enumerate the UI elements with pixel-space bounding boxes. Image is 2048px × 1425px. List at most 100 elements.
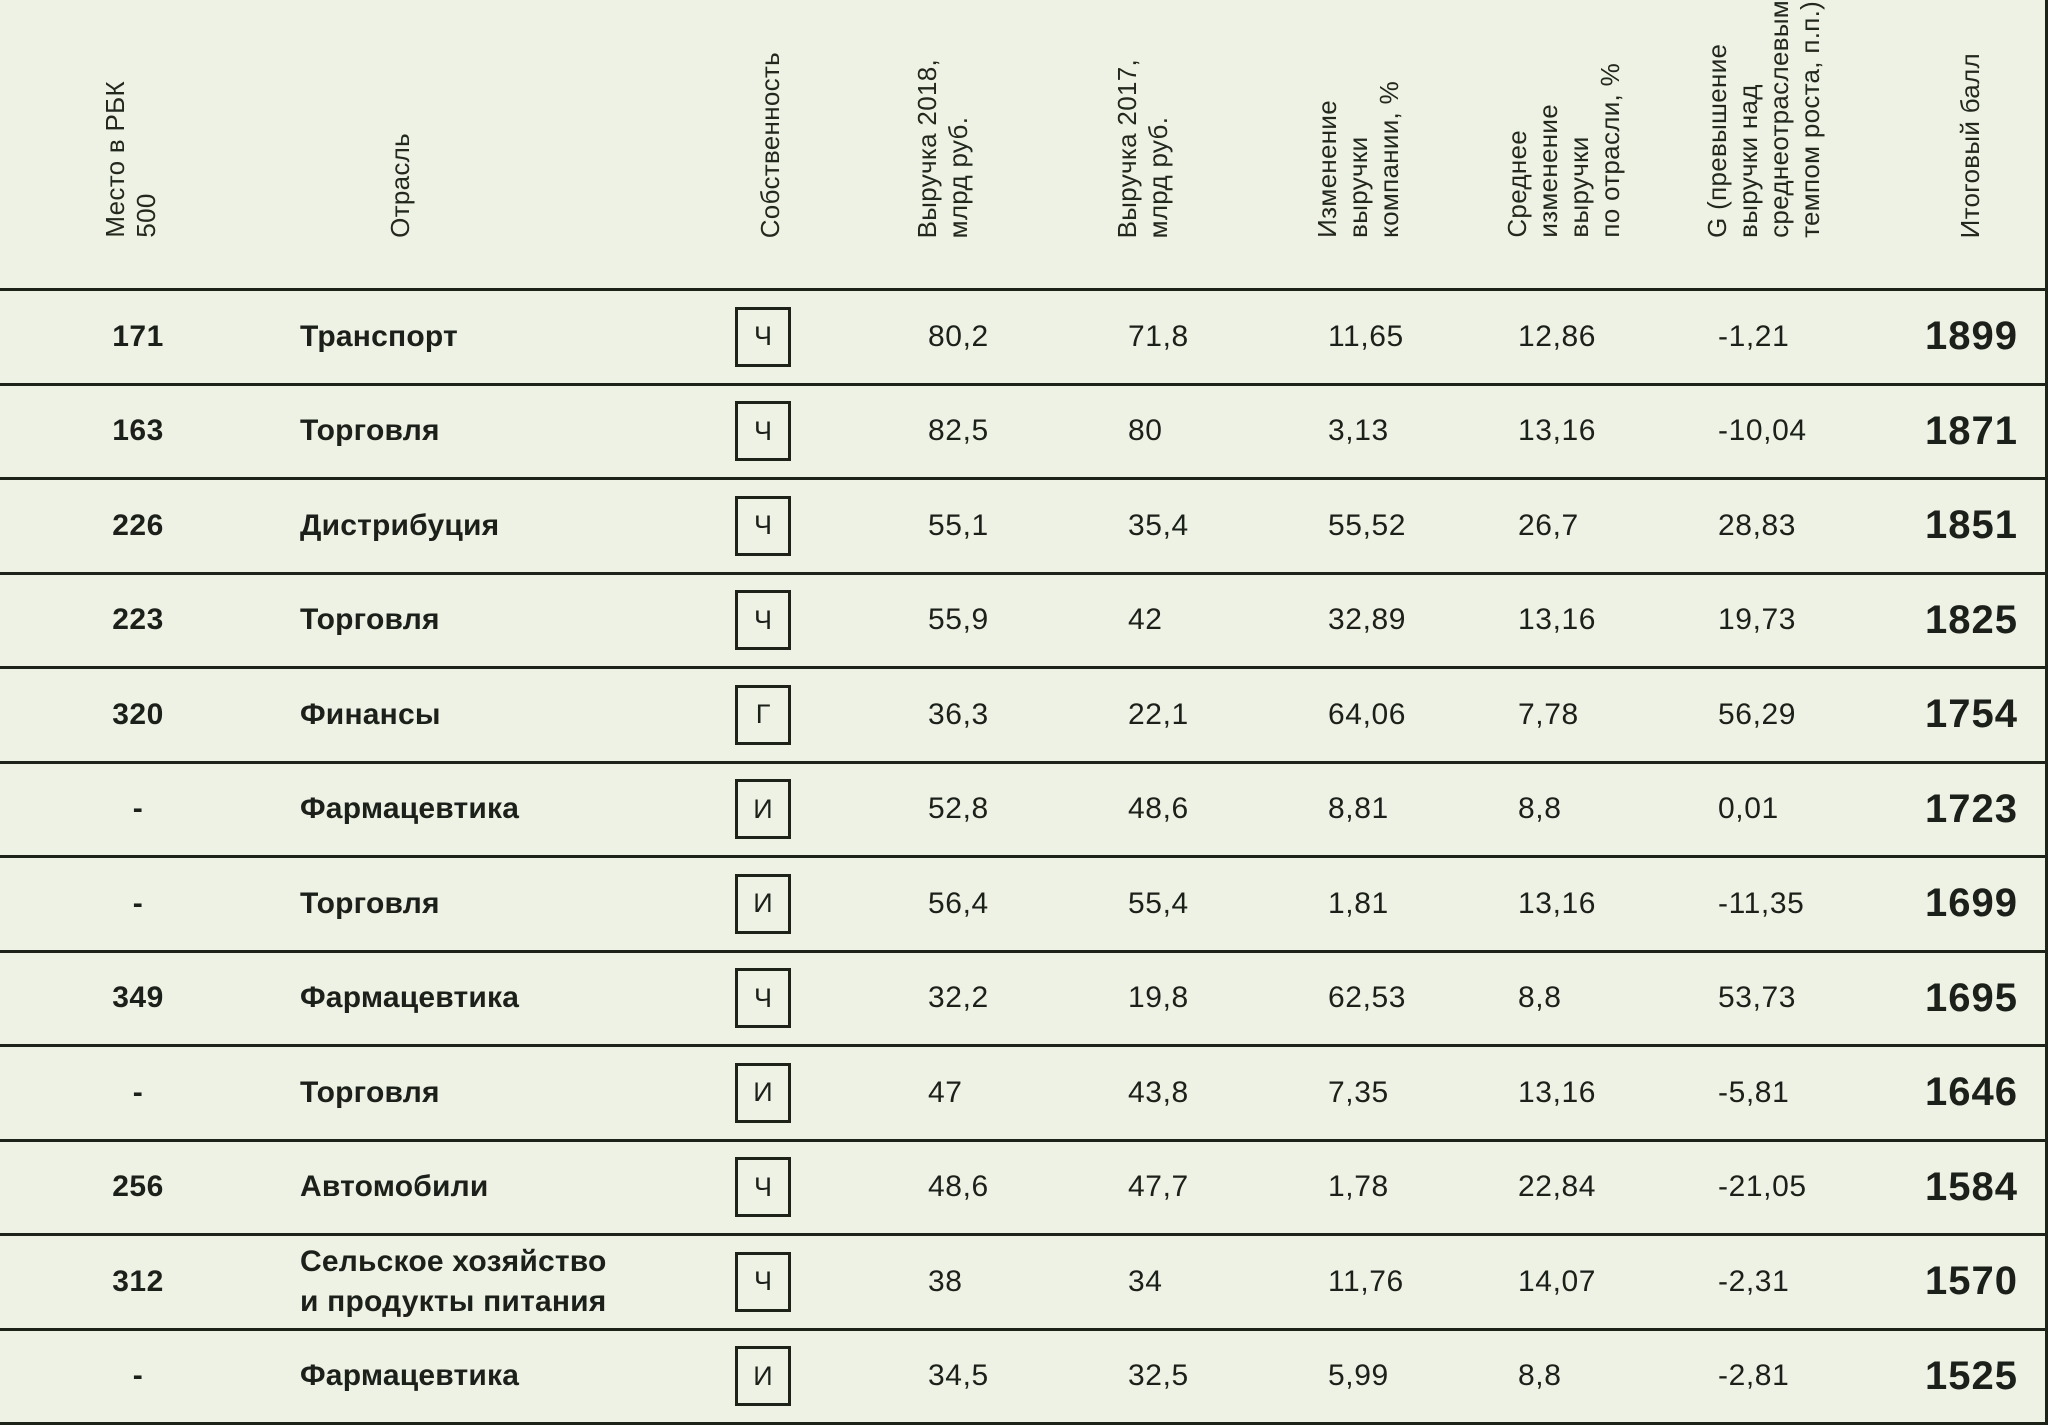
company-change-cell: 1,78: [1328, 1170, 1389, 1204]
ownership-badge: Ч: [735, 401, 791, 462]
industry-cell: Фармацевтика: [300, 981, 520, 1015]
revenue-2017-cell: 32,5: [1128, 1359, 1189, 1393]
revenue-2017-cell: 71,8: [1128, 319, 1189, 353]
g-cell: -21,05: [1718, 1170, 1807, 1204]
industry-avg-change-cell: 12,86: [1518, 319, 1597, 353]
table-body: 171 Транспорт Ч 80,2 71,8 11,65 12,86 -1…: [0, 288, 2045, 1425]
company-change-cell: 8,81: [1328, 792, 1389, 826]
industry-avg-change-cell: 14,07: [1518, 1264, 1597, 1298]
rank-cell: -: [132, 1075, 144, 1109]
score-cell: 1871: [1925, 408, 2018, 453]
g-cell: -10,04: [1718, 414, 1807, 448]
revenue-2018-cell: 52,8: [928, 792, 989, 826]
revenue-2017-cell: 80: [1128, 414, 1163, 448]
ownership-cell: Ч: [730, 401, 830, 462]
rank-cell: -: [132, 792, 144, 826]
ownership-cell: Ч: [730, 306, 830, 367]
score-cell: 1899: [1925, 314, 2018, 359]
company-change-cell: 7,35: [1328, 1075, 1389, 1109]
industry-avg-change-cell: 7,78: [1518, 697, 1579, 731]
industry-cell: Торговля: [300, 414, 440, 448]
industry-cell: Фармацевтика: [300, 792, 520, 826]
revenue-2017-cell: 35,4: [1128, 508, 1189, 542]
ownership-badge: Ч: [735, 1157, 791, 1218]
company-change-cell: 64,06: [1328, 697, 1407, 731]
score-cell: 1570: [1925, 1259, 2018, 1304]
column-header-industry-label: Отрасль: [385, 133, 415, 238]
industry-avg-change-cell: 8,8: [1518, 981, 1562, 1015]
column-header-revenue-2018: Выручка 2018, млрд руб.: [830, 0, 1030, 288]
ownership-cell: Ч: [730, 968, 830, 1029]
rank-cell: -: [132, 886, 144, 920]
table-row: 349 Фармацевтика Ч 32,2 19,8 62,53 8,8 5…: [0, 949, 2045, 1045]
revenue-2018-cell: 34,5: [928, 1359, 989, 1393]
industry-cell: Дистрибуция: [300, 508, 500, 542]
table-row: - Фармацевтика И 34,5 32,5 5,99 8,8 -2,8…: [0, 1327, 2045, 1423]
industry-avg-change-cell: 26,7: [1518, 508, 1579, 542]
ownership-cell: И: [730, 779, 830, 840]
revenue-2018-cell: 55,9: [928, 603, 989, 637]
revenue-2017-cell: 47,7: [1128, 1170, 1189, 1204]
company-change-cell: 32,89: [1328, 603, 1407, 637]
column-header-ownership-label: Собственность: [755, 51, 785, 238]
industry-avg-change-cell: 8,8: [1518, 1359, 1562, 1393]
revenue-2018-cell: 56,4: [928, 886, 989, 920]
column-header-ownership: Собственность: [730, 0, 830, 288]
g-cell: 53,73: [1718, 981, 1797, 1015]
ownership-cell: Ч: [730, 1157, 830, 1218]
industry-cell: Сельское хозяйство и продукты питания: [300, 1245, 607, 1318]
table-row: 171 Транспорт Ч 80,2 71,8 11,65 12,86 -1…: [0, 288, 2045, 383]
revenue-2017-cell: 55,4: [1128, 886, 1189, 920]
revenue-2018-cell: 82,5: [928, 414, 989, 448]
score-cell: 1825: [1925, 597, 2018, 642]
column-header-company-change-label: Изменение выручки компании, %: [1312, 81, 1404, 238]
column-header-industry-avg-change: Среднее изменение выручки по отрасли, %: [1420, 0, 1625, 288]
ownership-badge: Г: [735, 684, 791, 745]
g-cell: 56,29: [1718, 697, 1797, 731]
g-cell: -2,81: [1718, 1359, 1790, 1393]
industry-avg-change-cell: 8,8: [1518, 792, 1562, 826]
ownership-cell: Ч: [730, 590, 830, 651]
company-change-cell: 55,52: [1328, 508, 1407, 542]
table-row: - Торговля И 56,4 55,4 1,81 13,16 -11,35…: [0, 855, 2045, 950]
revenue-2017-cell: 42: [1128, 603, 1163, 637]
rank-cell: -: [132, 1359, 144, 1393]
revenue-2018-cell: 32,2: [928, 981, 989, 1015]
table-row: 256 Автомобили Ч 48,6 47,7 1,78 22,84 -2…: [0, 1138, 2045, 1234]
industry-cell: Фармацевтика: [300, 1359, 520, 1393]
column-header-g-label: G (превышение выручки над среднеотраслев…: [1702, 0, 1825, 238]
industry-avg-change-cell: 13,16: [1518, 886, 1597, 920]
revenue-2018-cell: 38: [928, 1264, 963, 1298]
industry-cell: Транспорт: [300, 319, 458, 353]
industry-avg-change-cell: 13,16: [1518, 1075, 1597, 1109]
revenue-2018-cell: 48,6: [928, 1170, 989, 1204]
rank-cell: 223: [112, 603, 164, 637]
revenue-2018-cell: 55,1: [928, 508, 989, 542]
column-header-revenue-2017: Выручка 2017, млрд руб.: [1030, 0, 1230, 288]
revenue-2018-cell: 36,3: [928, 697, 989, 731]
revenue-2017-cell: 19,8: [1128, 981, 1189, 1015]
table-row: 223 Торговля Ч 55,9 42 32,89 13,16 19,73…: [0, 571, 2045, 667]
industry-cell: Торговля: [300, 886, 440, 920]
g-cell: 19,73: [1718, 603, 1797, 637]
g-cell: -1,21: [1718, 319, 1790, 353]
column-header-revenue-2018-label: Выручка 2018, млрд руб.: [912, 58, 973, 238]
revenue-2018-cell: 80,2: [928, 319, 989, 353]
ownership-badge: Ч: [735, 968, 791, 1029]
rank-cell: 163: [112, 414, 164, 448]
company-change-cell: 11,65: [1328, 319, 1404, 353]
rank-cell: 226: [112, 508, 164, 542]
revenue-2017-cell: 22,1: [1128, 697, 1189, 731]
g-cell: -5,81: [1718, 1075, 1790, 1109]
industry-avg-change-cell: 13,16: [1518, 603, 1597, 637]
ownership-badge: Ч: [735, 306, 791, 367]
table-row: - Торговля И 47 43,8 7,35 13,16 -5,81 16…: [0, 1044, 2045, 1139]
column-header-industry-avg-change-label: Среднее изменение выручки по отрасли, %: [1502, 63, 1625, 238]
table-row: 320 Финансы Г 36,3 22,1 64,06 7,78 56,29…: [0, 666, 2045, 761]
g-cell: -2,31: [1718, 1264, 1790, 1298]
ownership-badge: И: [735, 1062, 791, 1123]
industry-avg-change-cell: 13,16: [1518, 414, 1597, 448]
table-row: 163 Торговля Ч 82,5 80 3,13 13,16 -10,04…: [0, 382, 2045, 478]
column-header-company-change: Изменение выручки компании, %: [1230, 0, 1420, 288]
ownership-cell: И: [730, 1346, 830, 1407]
